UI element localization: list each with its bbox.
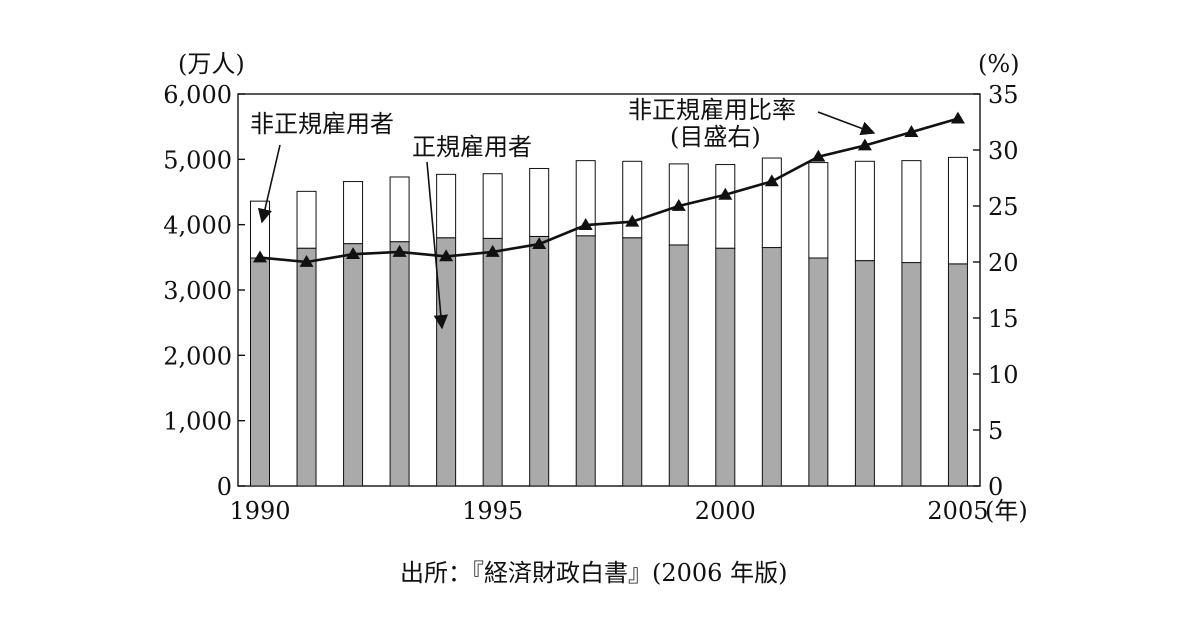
annotation-ratio-scale-note: (目盛右) xyxy=(670,123,761,151)
bar-non-regular-employees xyxy=(250,200,270,259)
bar-regular-employees xyxy=(901,262,922,487)
annotation-non-regular-employees: 非正規雇用者 xyxy=(250,110,394,138)
left-axis-tick-label: 4,000 xyxy=(163,212,232,240)
ratio-line xyxy=(259,117,959,264)
bar-non-regular-employees xyxy=(854,160,875,262)
ratio-point xyxy=(485,244,500,257)
bar-non-regular-employees xyxy=(715,164,736,249)
bar-regular-employees xyxy=(668,244,689,487)
right-axis-tick-label: 10 xyxy=(988,361,1019,389)
ratio-point xyxy=(671,199,686,211)
left-axis-tick-label: 2,000 xyxy=(163,342,232,370)
bar-non-regular-employees xyxy=(296,190,317,249)
x-axis-tick-label: 2000 xyxy=(695,497,756,525)
bar-non-regular-employees xyxy=(947,156,968,265)
bar-non-regular-employees xyxy=(343,181,364,245)
bar-non-regular-employees xyxy=(389,176,410,243)
annotation-regular-employees: 正規雇用者 xyxy=(412,133,532,161)
bar-regular-employees xyxy=(436,237,457,487)
ratio-point xyxy=(950,111,965,124)
ratio-line-layer xyxy=(253,111,965,267)
right-axis-tick-label: 30 xyxy=(988,137,1019,165)
ratio-point xyxy=(439,249,454,262)
x-axis-tick-label: 1990 xyxy=(229,497,290,525)
left-axis-tick-label: 0 xyxy=(217,473,232,501)
bar-non-regular-employees xyxy=(761,157,782,249)
annotation-regular-arrow xyxy=(426,161,449,330)
bar-regular-employees xyxy=(575,235,596,487)
ratio-point xyxy=(764,174,779,187)
bar-non-regular-employees xyxy=(482,173,503,239)
ratio-point xyxy=(578,218,593,230)
x-axis-unit: (年) xyxy=(985,497,1028,525)
right-axis-tick-label: 5 xyxy=(988,417,1003,445)
right-axis-tick-label: 15 xyxy=(988,305,1019,333)
bar-non-regular-employees xyxy=(901,160,922,264)
bar-non-regular-employees xyxy=(622,160,643,239)
bar-layer xyxy=(250,156,968,487)
ratio-point xyxy=(299,255,314,267)
ratio-point xyxy=(857,138,872,151)
annotation-ratio-title: 非正規雇用比率 xyxy=(628,96,796,124)
axes-layer xyxy=(237,93,981,487)
right-axis-tick-label: 20 xyxy=(988,249,1019,277)
left-axis-tick-label: 1,000 xyxy=(163,408,232,436)
right-axis-tick-label: 25 xyxy=(988,193,1019,221)
ratio-point xyxy=(532,237,547,249)
right-axis-unit: (%) xyxy=(978,50,1020,78)
bar-regular-employees xyxy=(343,243,364,487)
ratio-point xyxy=(625,214,640,227)
x-axis-tick-label: 2005 xyxy=(927,497,988,525)
bar-non-regular-employees xyxy=(808,162,829,259)
ratio-point xyxy=(392,244,407,257)
bar-regular-employees xyxy=(761,247,782,487)
bar-regular-employees xyxy=(389,241,410,487)
left-axis-unit: (万人) xyxy=(178,50,245,78)
right-axis-tick-label: 35 xyxy=(988,81,1019,109)
annotation-ratio-arrow xyxy=(817,111,876,136)
ratio-point xyxy=(904,125,919,137)
bar-regular-employees xyxy=(622,237,643,487)
tick-label-layer: 0 1,000 2,000 3,000 4,000 5,000 6,000 0 5 10 15 20 2… xyxy=(163,81,1018,525)
bar-regular-employees xyxy=(854,260,875,487)
ratio-point xyxy=(253,250,267,263)
source-caption: 出所：『経済財政白書』(2006 年版) xyxy=(400,559,787,587)
annotation-non-regular-arrow xyxy=(257,144,281,224)
bar-non-regular-employees xyxy=(529,167,550,237)
bar-non-regular-employees xyxy=(436,173,457,239)
left-axis-tick-label: 5,000 xyxy=(163,146,232,174)
bar-regular-employees xyxy=(482,237,503,487)
bar-regular-employees xyxy=(529,235,550,487)
left-axis-tick-label: 3,000 xyxy=(163,277,232,305)
ratio-point xyxy=(811,149,826,162)
ratio-point xyxy=(718,187,733,200)
bar-regular-employees xyxy=(715,247,736,487)
bar-regular-employees xyxy=(947,263,968,487)
left-axis-tick-label: 6,000 xyxy=(163,81,232,109)
x-axis-tick-label: 1995 xyxy=(462,497,523,525)
right-axis-tick-label: 0 xyxy=(988,473,1003,501)
ratio-point xyxy=(346,247,361,260)
bar-regular-employees xyxy=(250,257,270,487)
bar-regular-employees xyxy=(296,247,317,487)
bar-regular-employees xyxy=(808,257,829,487)
bar-non-regular-employees xyxy=(575,160,596,237)
